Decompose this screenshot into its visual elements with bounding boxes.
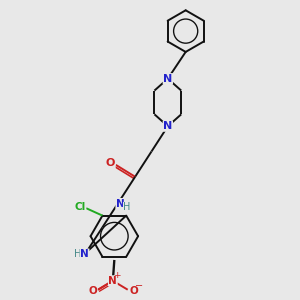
- Text: H: H: [74, 249, 82, 259]
- Text: N: N: [80, 249, 89, 259]
- Text: N: N: [109, 276, 117, 286]
- Text: N: N: [163, 74, 172, 84]
- Text: H: H: [123, 202, 131, 212]
- Text: Cl: Cl: [74, 202, 86, 212]
- Text: O: O: [129, 286, 138, 296]
- Text: +: +: [114, 271, 121, 280]
- Text: N: N: [116, 199, 125, 208]
- Text: −: −: [135, 281, 143, 291]
- Text: O: O: [106, 158, 115, 168]
- Text: O: O: [88, 286, 97, 296]
- Text: N: N: [163, 121, 172, 131]
